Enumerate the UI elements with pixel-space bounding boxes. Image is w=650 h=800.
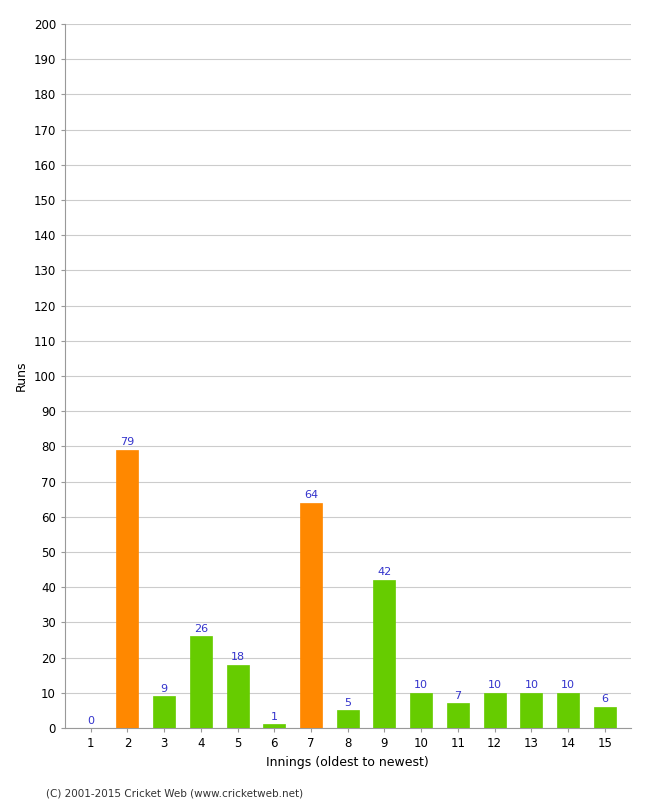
Text: 1: 1 (271, 712, 278, 722)
Text: 6: 6 (601, 694, 608, 704)
Text: (C) 2001-2015 Cricket Web (www.cricketweb.net): (C) 2001-2015 Cricket Web (www.cricketwe… (46, 788, 303, 798)
Text: 0: 0 (87, 716, 94, 726)
Bar (594, 707, 616, 728)
Bar (484, 693, 506, 728)
Bar (190, 637, 212, 728)
Text: 7: 7 (454, 690, 462, 701)
Bar (557, 693, 579, 728)
Text: 5: 5 (344, 698, 351, 707)
Text: 10: 10 (525, 680, 538, 690)
Text: 79: 79 (120, 437, 135, 447)
Bar (374, 580, 395, 728)
Text: 9: 9 (161, 683, 168, 694)
Bar (300, 502, 322, 728)
Bar (227, 665, 248, 728)
Text: 10: 10 (488, 680, 502, 690)
Bar (337, 710, 359, 728)
Bar (153, 696, 175, 728)
Text: 42: 42 (378, 567, 391, 578)
Bar (447, 703, 469, 728)
Bar (410, 693, 432, 728)
Bar (521, 693, 542, 728)
Text: 64: 64 (304, 490, 318, 500)
Bar (116, 450, 138, 728)
Text: 10: 10 (561, 680, 575, 690)
Bar (263, 725, 285, 728)
Y-axis label: Runs: Runs (15, 361, 28, 391)
Text: 26: 26 (194, 624, 208, 634)
Text: 18: 18 (231, 652, 244, 662)
X-axis label: Innings (oldest to newest): Innings (oldest to newest) (266, 755, 429, 769)
Text: 10: 10 (414, 680, 428, 690)
